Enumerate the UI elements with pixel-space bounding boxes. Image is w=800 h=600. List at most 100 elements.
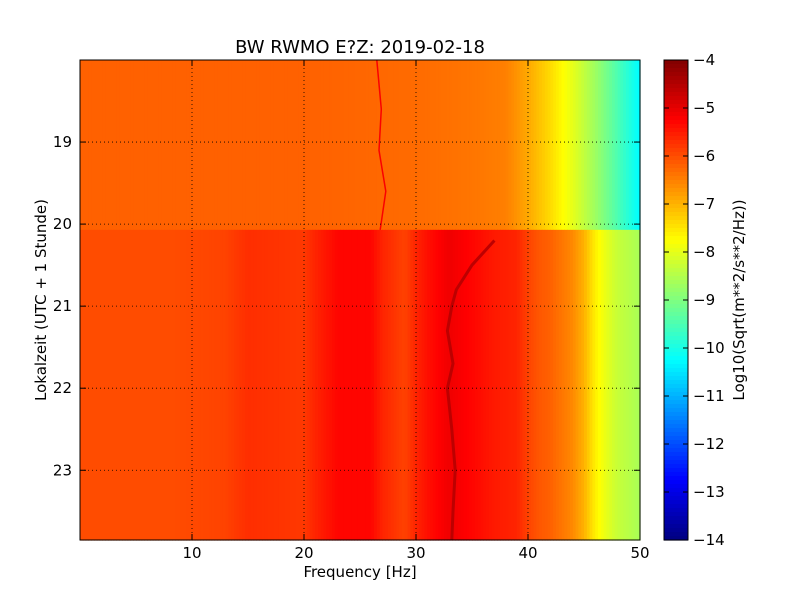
- colorbar-segment: [664, 128, 688, 133]
- colorbar-segment: [664, 216, 688, 221]
- spectrogram-cell: [217, 60, 221, 231]
- colorbar-segment: [664, 352, 688, 357]
- x-tick-label: 50: [630, 544, 649, 562]
- spectrogram-cell: [570, 229, 574, 541]
- spectrogram-cell: [360, 60, 364, 231]
- colorbar-segment: [664, 460, 688, 465]
- spectrogram-cell: [189, 60, 193, 231]
- spectrogram-cell: [533, 229, 537, 541]
- spectrogram-cell: [152, 229, 157, 541]
- spectrogram-cell: [197, 229, 201, 541]
- spectrogram-cell: [558, 60, 563, 231]
- spectrogram-cell: [228, 229, 232, 541]
- spectrogram-cell: [402, 60, 406, 231]
- y-tick-label: 23: [53, 461, 72, 479]
- spectrogram-cell: [82, 229, 87, 541]
- colorbar-segment: [664, 468, 688, 473]
- colorbar-segment: [664, 440, 688, 445]
- colorbar-segment: [664, 204, 688, 209]
- spectrogram-cell: [357, 229, 361, 541]
- spectrogram-cell: [430, 229, 434, 541]
- spectrogram-cell: [214, 229, 218, 541]
- spectrogram-cell: [147, 60, 151, 231]
- spectrogram-cell: [298, 60, 302, 231]
- spectrogram-cell: [326, 60, 330, 231]
- colorbar-segment: [664, 224, 688, 229]
- spectrogram-cell: [581, 229, 585, 541]
- spectrogram-cell: [340, 60, 344, 231]
- spectrogram-cell: [547, 60, 551, 231]
- spectrogram-cell: [124, 229, 129, 541]
- spectrogram-cell: [133, 229, 137, 541]
- spectrogram-cell: [460, 60, 465, 231]
- spectrogram-cell: [399, 229, 403, 541]
- spectrogram-cell: [617, 60, 621, 231]
- spectrogram-cell: [354, 60, 358, 231]
- spectrogram-cell: [514, 60, 518, 231]
- spectrogram-cell: [88, 60, 92, 231]
- colorbar-segment: [664, 108, 688, 113]
- spectrogram-cell: [236, 60, 241, 231]
- spectrogram-cell: [141, 229, 145, 541]
- spectrogram-cell: [413, 229, 417, 541]
- spectrogram-cell: [480, 229, 484, 541]
- spectrogram-cell: [491, 229, 495, 541]
- spectrogram-cell: [438, 60, 442, 231]
- spectrogram-cell: [200, 60, 204, 231]
- spectrogram-cell: [606, 60, 610, 231]
- spectrogram-cell: [155, 60, 159, 231]
- spectrogram-cell: [304, 229, 308, 541]
- spectrogram-cell: [469, 229, 473, 541]
- spectrogram-cell: [466, 229, 470, 541]
- colorbar-segment: [664, 152, 688, 157]
- spectrogram-cell: [418, 60, 423, 231]
- colorbar-segment: [664, 516, 688, 521]
- spectrogram-cell: [528, 229, 532, 541]
- chart-title: BW RWMO E?Z: 2019-02-18: [235, 37, 485, 58]
- spectrogram-cell: [183, 229, 187, 541]
- colorbar-segment: [664, 360, 688, 365]
- spectrogram-cell: [393, 229, 397, 541]
- spectrogram-cell: [430, 60, 434, 231]
- spectrogram-cell: [528, 60, 532, 231]
- spectrogram-cell: [404, 229, 409, 541]
- spectrogram-cell: [561, 229, 565, 541]
- spectrogram-cell: [634, 229, 638, 541]
- spectrogram-cell: [220, 60, 224, 231]
- spectrogram-cell: [108, 60, 112, 231]
- spectrogram-cell: [421, 60, 425, 231]
- spectrogram-cell: [85, 229, 89, 541]
- colorbar-segment: [664, 164, 688, 169]
- spectrogram-cell: [136, 60, 140, 231]
- x-axis-label: Frequency [Hz]: [303, 563, 416, 581]
- spectrogram-cell: [203, 60, 207, 231]
- spectrogram-cell: [600, 229, 605, 541]
- spectrogram-cell: [463, 229, 467, 541]
- spectrogram-cell: [516, 60, 521, 231]
- colorbar-segment: [664, 412, 688, 417]
- colorbar-segment: [664, 512, 688, 517]
- spectrogram-cell: [550, 60, 554, 231]
- spectrogram-cell: [371, 60, 375, 231]
- colorbar-segment: [664, 92, 688, 97]
- colorbar-segment: [664, 448, 688, 453]
- spectrogram-cell: [511, 60, 515, 231]
- spectrogram-cell: [105, 229, 109, 541]
- spectrogram-cell: [298, 229, 302, 541]
- spectrogram-cell: [416, 229, 420, 541]
- spectrogram-cell: [217, 229, 221, 541]
- colorbar-segment: [664, 480, 688, 485]
- colorbar-segment: [664, 196, 688, 201]
- colorbar-segment: [664, 68, 688, 73]
- spectrogram-cell: [564, 60, 568, 231]
- spectrogram-cell: [133, 60, 137, 231]
- spectrogram-cell: [379, 229, 383, 541]
- spectrogram-cell: [281, 229, 285, 541]
- spectrogram-cell: [276, 229, 280, 541]
- spectrogram-cell: [444, 60, 448, 231]
- spectrogram-cell: [203, 229, 207, 541]
- grid-lines: [80, 60, 640, 540]
- spectrogram-cell: [631, 229, 635, 541]
- spectrogram-cell: [600, 60, 605, 231]
- spectrogram-cell: [270, 60, 274, 231]
